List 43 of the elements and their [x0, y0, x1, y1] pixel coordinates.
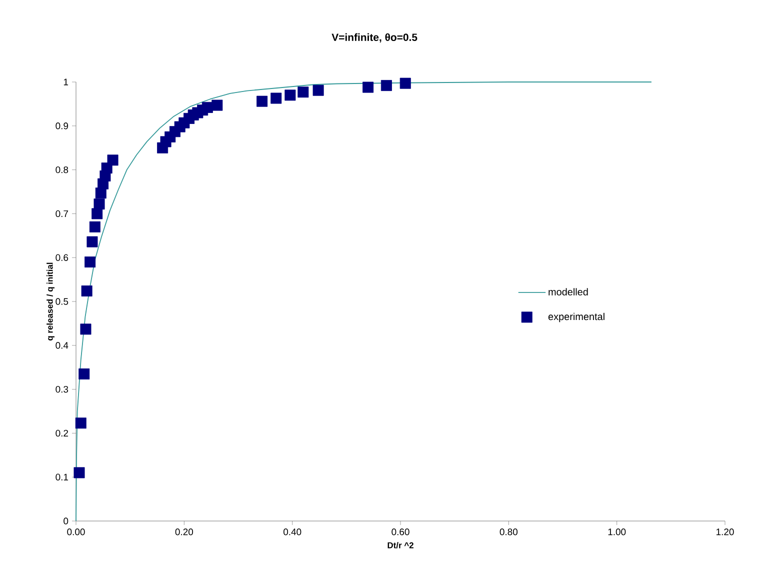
y-tick-label: 1 — [64, 78, 68, 86]
point — [270, 92, 282, 104]
legend-label: modelled — [548, 288, 588, 296]
y-tick-label: 0.2 — [56, 430, 68, 437]
x-tick-label: 0.20 — [175, 528, 194, 536]
point — [380, 80, 392, 92]
point — [212, 100, 223, 111]
y-tick-label: 0.8 — [56, 166, 68, 174]
point — [80, 324, 92, 335]
point — [107, 154, 118, 166]
y-tick-label: 0.6 — [56, 254, 68, 261]
x-tick-label: 1.00 — [608, 528, 626, 536]
legend-label: experimental — [548, 312, 604, 322]
point — [362, 82, 374, 93]
x-axis-title: Dt/r ^2 — [388, 542, 414, 548]
point — [84, 256, 96, 268]
point — [312, 84, 324, 96]
point — [89, 221, 100, 232]
y-tick-label: 0.7 — [56, 210, 68, 218]
y-tick-label: 0 — [64, 518, 68, 524]
point — [75, 418, 86, 429]
x-tick-label: 1.20 — [716, 528, 734, 536]
y-axis-title: q released / q initial — [46, 262, 54, 340]
point — [74, 467, 85, 478]
point — [92, 208, 103, 220]
x-tick-label: 0.60 — [392, 528, 410, 536]
y-tick-label: 0.3 — [56, 386, 68, 393]
point — [298, 86, 309, 98]
point — [81, 285, 92, 296]
x-tick-label: 0.00 — [67, 528, 85, 536]
point — [94, 198, 105, 210]
chart-title: V=infinite, θo=0.5 — [332, 33, 418, 43]
point — [284, 90, 296, 101]
y-tick-label: 0.9 — [56, 122, 68, 130]
point — [256, 96, 268, 107]
point — [78, 368, 90, 380]
y-tick-label: 0.4 — [56, 342, 68, 349]
y-tick-label: 0.5 — [56, 298, 68, 305]
y-tick-label: 0.1 — [56, 474, 68, 480]
point — [400, 78, 411, 89]
point — [86, 236, 98, 248]
x-tick-label: 0.80 — [500, 528, 518, 536]
x-tick-label: 0.40 — [284, 528, 302, 536]
